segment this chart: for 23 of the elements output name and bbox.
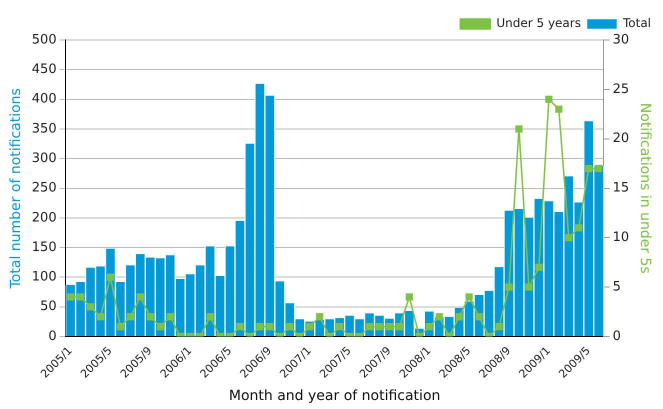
- y-tick-label: 150: [32, 240, 57, 255]
- legend-label: Total: [622, 16, 652, 30]
- y-tick-label: 450: [32, 62, 57, 78]
- x-axis-title: Month and year of notification: [228, 388, 440, 404]
- y2-tick-label: 20: [612, 131, 630, 146]
- y2-tick-label: 30: [612, 32, 630, 48]
- y-tick-label: 50: [40, 299, 57, 314]
- y-axis-title: Total number of notifications: [8, 88, 24, 290]
- y2-axis-title: Notifications in under 5s: [636, 102, 653, 274]
- y2-tick-label: 25: [612, 82, 630, 97]
- y-tick-label: 500: [32, 32, 57, 48]
- y-tick-label: 0: [48, 328, 57, 344]
- y2-tick-label: 15: [612, 180, 630, 196]
- y-tick-label: 250: [32, 180, 57, 196]
- y-tick-label: 200: [32, 210, 57, 226]
- y-tick-label: 400: [32, 92, 57, 107]
- y2-tick-label: 5: [612, 279, 621, 294]
- legend-label: Under 5 years: [496, 16, 581, 30]
- y2-tick-label: 10: [612, 230, 630, 246]
- y-tick-label: 350: [32, 121, 57, 136]
- y2-tick-label: 0: [612, 328, 621, 344]
- y-tick-label: 100: [32, 270, 57, 285]
- y-tick-label: 300: [32, 150, 57, 166]
